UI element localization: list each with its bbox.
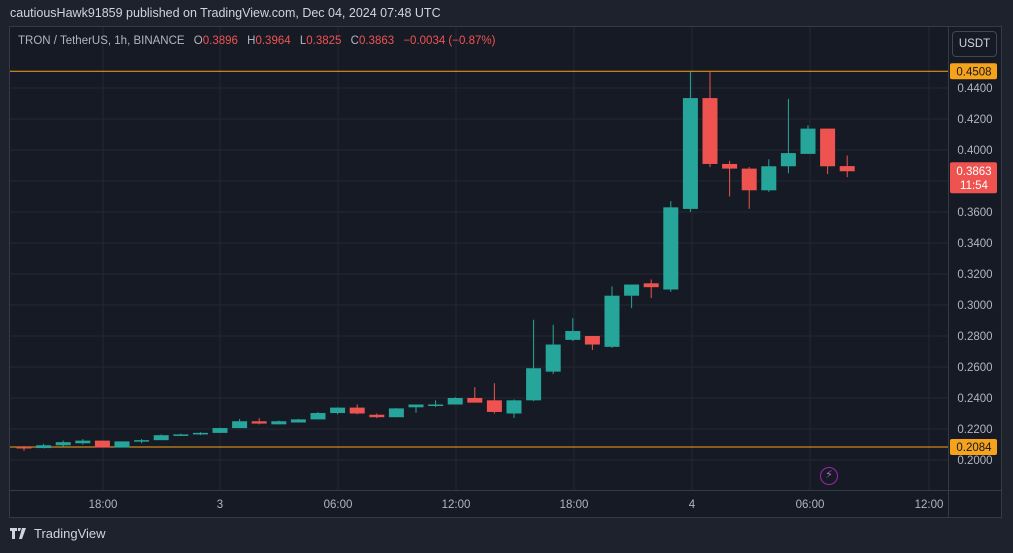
high-label: H bbox=[247, 35, 256, 47]
time-tick: 12:00 bbox=[442, 499, 471, 511]
low-label: L bbox=[299, 35, 307, 47]
open-label: O bbox=[193, 35, 203, 47]
change-value: −0.0034 (−0.87%) bbox=[403, 35, 496, 47]
price-tick: 0.4400 bbox=[957, 83, 992, 95]
price-tick: 0.2800 bbox=[957, 331, 992, 343]
candle[interactable] bbox=[761, 159, 777, 192]
candle[interactable] bbox=[624, 284, 640, 309]
candle[interactable] bbox=[36, 443, 52, 449]
candle[interactable] bbox=[212, 427, 228, 433]
close-label: C bbox=[350, 35, 359, 47]
last-price-label: 0.3863 bbox=[956, 166, 991, 178]
chart-frame[interactable] bbox=[9, 26, 1002, 518]
candle[interactable] bbox=[447, 397, 463, 405]
candle[interactable] bbox=[153, 434, 169, 441]
time-tick: 18:00 bbox=[89, 499, 118, 511]
low-value: 0.3825 bbox=[306, 35, 342, 47]
candle[interactable] bbox=[114, 441, 130, 448]
time-tick: 18:00 bbox=[560, 499, 589, 511]
candle[interactable] bbox=[800, 125, 816, 154]
price-tick: 0.2400 bbox=[957, 393, 992, 405]
candle[interactable] bbox=[682, 71, 698, 212]
candle[interactable] bbox=[604, 286, 620, 348]
candle[interactable] bbox=[271, 420, 287, 425]
candle[interactable] bbox=[428, 400, 444, 407]
candle[interactable] bbox=[94, 440, 110, 448]
candle[interactable] bbox=[408, 404, 424, 413]
candle[interactable] bbox=[192, 432, 208, 436]
candle[interactable] bbox=[369, 413, 385, 419]
candle[interactable] bbox=[565, 318, 581, 341]
price-tick: 0.4200 bbox=[957, 114, 992, 126]
tradingview-footer[interactable]: TradingView bbox=[10, 526, 106, 541]
candle[interactable] bbox=[486, 383, 502, 414]
price-label: 0.2084 bbox=[956, 442, 992, 454]
symbol-legend: TRON / TetherUS, 1h, BINANCE O0.3896 H0.… bbox=[18, 35, 495, 47]
close-value: 0.3863 bbox=[358, 35, 395, 47]
price-label: 0.4508 bbox=[956, 66, 991, 78]
candle[interactable] bbox=[330, 407, 346, 415]
price-tick: 0.2200 bbox=[957, 424, 992, 436]
time-tick: 4 bbox=[689, 499, 696, 511]
candle[interactable] bbox=[643, 279, 659, 299]
candle[interactable] bbox=[310, 411, 326, 420]
candle[interactable] bbox=[722, 160, 738, 197]
candle[interactable] bbox=[232, 418, 248, 429]
published-by-text: cautiousHawk91859 published on TradingVi… bbox=[10, 6, 441, 20]
candle[interactable] bbox=[545, 324, 561, 374]
price-tick: 0.2000 bbox=[957, 455, 992, 467]
candle[interactable] bbox=[173, 433, 189, 436]
candle[interactable] bbox=[75, 439, 91, 445]
candle[interactable] bbox=[741, 167, 757, 209]
open-value: 0.3896 bbox=[202, 35, 238, 47]
candle[interactable] bbox=[820, 128, 836, 175]
candle[interactable] bbox=[467, 387, 483, 403]
brand-name: TradingView bbox=[34, 526, 106, 541]
candle[interactable] bbox=[584, 336, 600, 350]
time-tick: 06:00 bbox=[324, 499, 353, 511]
price-tick: 0.3400 bbox=[957, 238, 992, 250]
candle[interactable] bbox=[16, 446, 32, 451]
high-value: 0.3964 bbox=[255, 35, 291, 47]
candle[interactable] bbox=[506, 399, 522, 418]
countdown-label: 11:54 bbox=[960, 180, 989, 192]
time-tick: 12:00 bbox=[915, 499, 944, 511]
price-tick: 0.2600 bbox=[957, 362, 992, 374]
candle[interactable] bbox=[839, 155, 855, 178]
price-tick: 0.3000 bbox=[957, 300, 992, 312]
price-tick: 0.4000 bbox=[957, 145, 992, 157]
tradingview-logo-icon bbox=[10, 527, 26, 539]
candle[interactable] bbox=[780, 98, 796, 174]
price-tick: 0.3200 bbox=[957, 269, 992, 281]
candle[interactable] bbox=[290, 418, 306, 423]
candle[interactable] bbox=[134, 439, 150, 444]
time-tick: 3 bbox=[217, 499, 223, 511]
time-tick: 06:00 bbox=[796, 499, 825, 511]
candle[interactable] bbox=[663, 201, 679, 292]
candle[interactable] bbox=[55, 440, 71, 447]
candle[interactable] bbox=[388, 408, 404, 418]
candle[interactable] bbox=[526, 319, 542, 402]
lightning-event-icon[interactable]: ⚡ bbox=[820, 467, 838, 485]
price-tick: 0.3600 bbox=[957, 207, 992, 219]
currency-button[interactable]: USDT bbox=[952, 31, 997, 57]
candle[interactable] bbox=[349, 404, 365, 415]
candle[interactable] bbox=[702, 71, 718, 168]
candle[interactable] bbox=[251, 418, 267, 425]
symbol-name[interactable]: TRON / TetherUS, 1h, BINANCE bbox=[18, 35, 185, 47]
